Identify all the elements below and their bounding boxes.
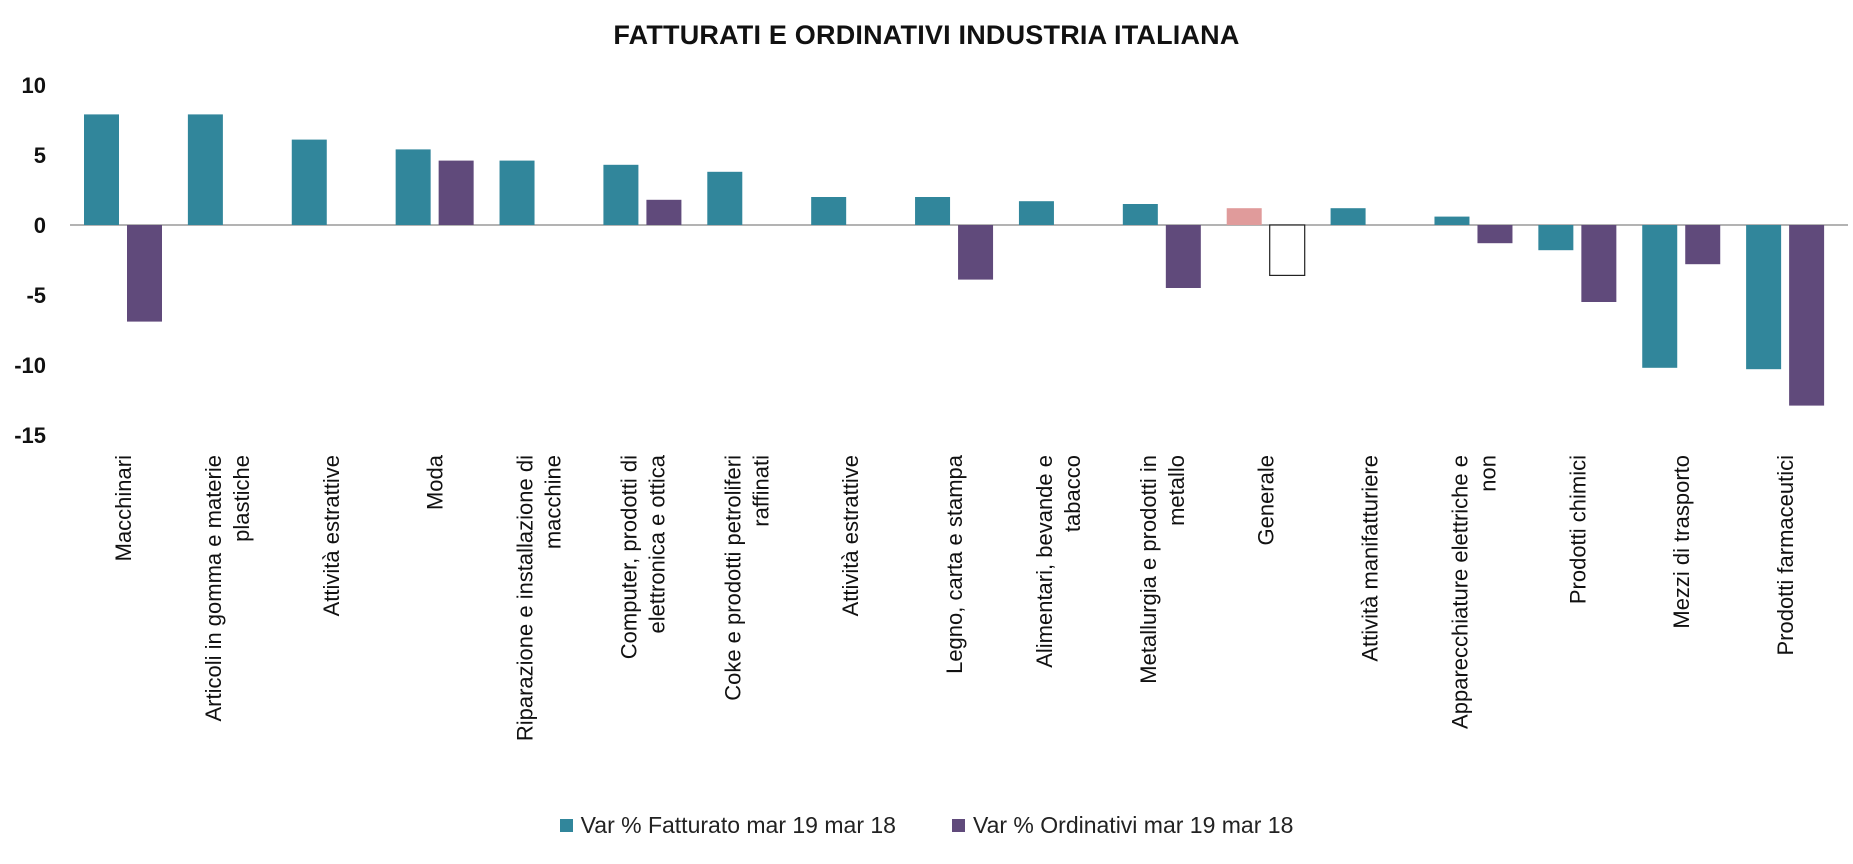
chart-title: FATTURATI E ORDINATIVI INDUSTRIA ITALIAN… bbox=[613, 20, 1240, 50]
legend-swatch-fatturato bbox=[559, 819, 573, 832]
x-category-label: Moda bbox=[423, 454, 448, 510]
bar-fatturato bbox=[187, 114, 223, 225]
x-category-label: Alimentari, bevande e tabacco bbox=[1032, 455, 1085, 668]
legend-item-fatturato: Var % Fatturato mar 19 mar 18 bbox=[559, 812, 896, 839]
y-tick-label: -15 bbox=[14, 423, 46, 448]
x-category-label: Mezzi di trasporto bbox=[1669, 455, 1694, 629]
bar-fatturato bbox=[1018, 201, 1054, 225]
bar-fatturato bbox=[1330, 208, 1366, 225]
y-tick-label: -5 bbox=[26, 283, 46, 308]
x-category-label: Macchinari bbox=[111, 455, 136, 561]
y-tick-label: 10 bbox=[22, 73, 46, 98]
x-category-label: Coke e prodotti petroliferi raffinati bbox=[720, 455, 773, 701]
bar-fatturato bbox=[1226, 208, 1262, 225]
x-category-label: Computer, prodotti di elettronica e ottic… bbox=[616, 454, 669, 659]
bar-fatturato bbox=[1746, 225, 1782, 370]
x-category-label: Prodotti farmaceutici bbox=[1773, 455, 1798, 656]
bars-group bbox=[84, 114, 1825, 406]
bar-fatturato bbox=[395, 149, 431, 225]
x-category-label: Articoli in gomma e materie plastiche bbox=[201, 455, 254, 722]
x-category-label: Apparecchiature elettriche e non bbox=[1447, 455, 1500, 729]
legend-label-ordinativi: Var % Ordinativi mar 19 mar 18 bbox=[972, 812, 1294, 838]
bar-ordinativi bbox=[1581, 225, 1617, 302]
bar-fatturato bbox=[84, 114, 119, 225]
y-tick-label: -10 bbox=[14, 353, 46, 378]
bar-ordinativi bbox=[1685, 225, 1721, 265]
x-category-label: Generale bbox=[1254, 455, 1279, 546]
y-tick-label: 5 bbox=[34, 143, 46, 168]
x-category-label: Riparazione e installazione di macchine bbox=[513, 455, 566, 741]
bar-ordinativi bbox=[1477, 225, 1513, 244]
bar-fatturato bbox=[1434, 216, 1470, 225]
bar-fatturato bbox=[499, 160, 535, 225]
bar-fatturato bbox=[291, 139, 327, 225]
bar-fatturato bbox=[1538, 225, 1574, 251]
bar-chart: 10 5 0 -5 -10 -15 Macchinari Articoli in gomma… bbox=[14, 73, 1848, 741]
bar-ordinativi bbox=[127, 225, 162, 322]
bar-ordinativi bbox=[1269, 224, 1306, 277]
x-category-label: Attività estrattive bbox=[838, 455, 863, 616]
bar-ordinativi bbox=[958, 225, 994, 280]
category-labels: Macchinari Articoli in gomma e materie pla… bbox=[111, 454, 1798, 741]
legend-item-ordinativi: Var % Ordinativi mar 19 mar 18 bbox=[951, 812, 1294, 839]
legend: Var % Fatturato mar 19 mar 18 Var % Ordi… bbox=[0, 812, 1853, 839]
bar-fatturato bbox=[603, 164, 639, 225]
legend-swatch-ordinativi bbox=[951, 819, 965, 832]
x-category-label: Legno, carta e stampa bbox=[942, 454, 967, 674]
x-category-label: Attività estrattive bbox=[319, 455, 344, 616]
bar-ordinativi bbox=[646, 199, 682, 225]
legend-label-fatturato: Var % Fatturato mar 19 mar 18 bbox=[580, 812, 896, 838]
x-category-label: Metallurgia e prodotti in metallo bbox=[1136, 455, 1189, 684]
bar-fatturato bbox=[915, 197, 951, 225]
x-category-label: Prodotti chimici bbox=[1565, 455, 1590, 604]
bar-fatturato bbox=[811, 197, 847, 225]
y-tick-label: 0 bbox=[34, 213, 46, 238]
bar-fatturato bbox=[707, 171, 743, 225]
y-axis-ticks: 10 5 0 -5 -10 -15 bbox=[14, 73, 46, 448]
bar-fatturato bbox=[1642, 225, 1678, 368]
bar-ordinativi bbox=[1165, 225, 1201, 288]
bar-fatturato bbox=[1122, 204, 1158, 225]
x-category-label: Attività manifatturiere bbox=[1358, 455, 1383, 662]
bar-ordinativi bbox=[1789, 225, 1825, 406]
bar-ordinativi bbox=[438, 160, 474, 225]
